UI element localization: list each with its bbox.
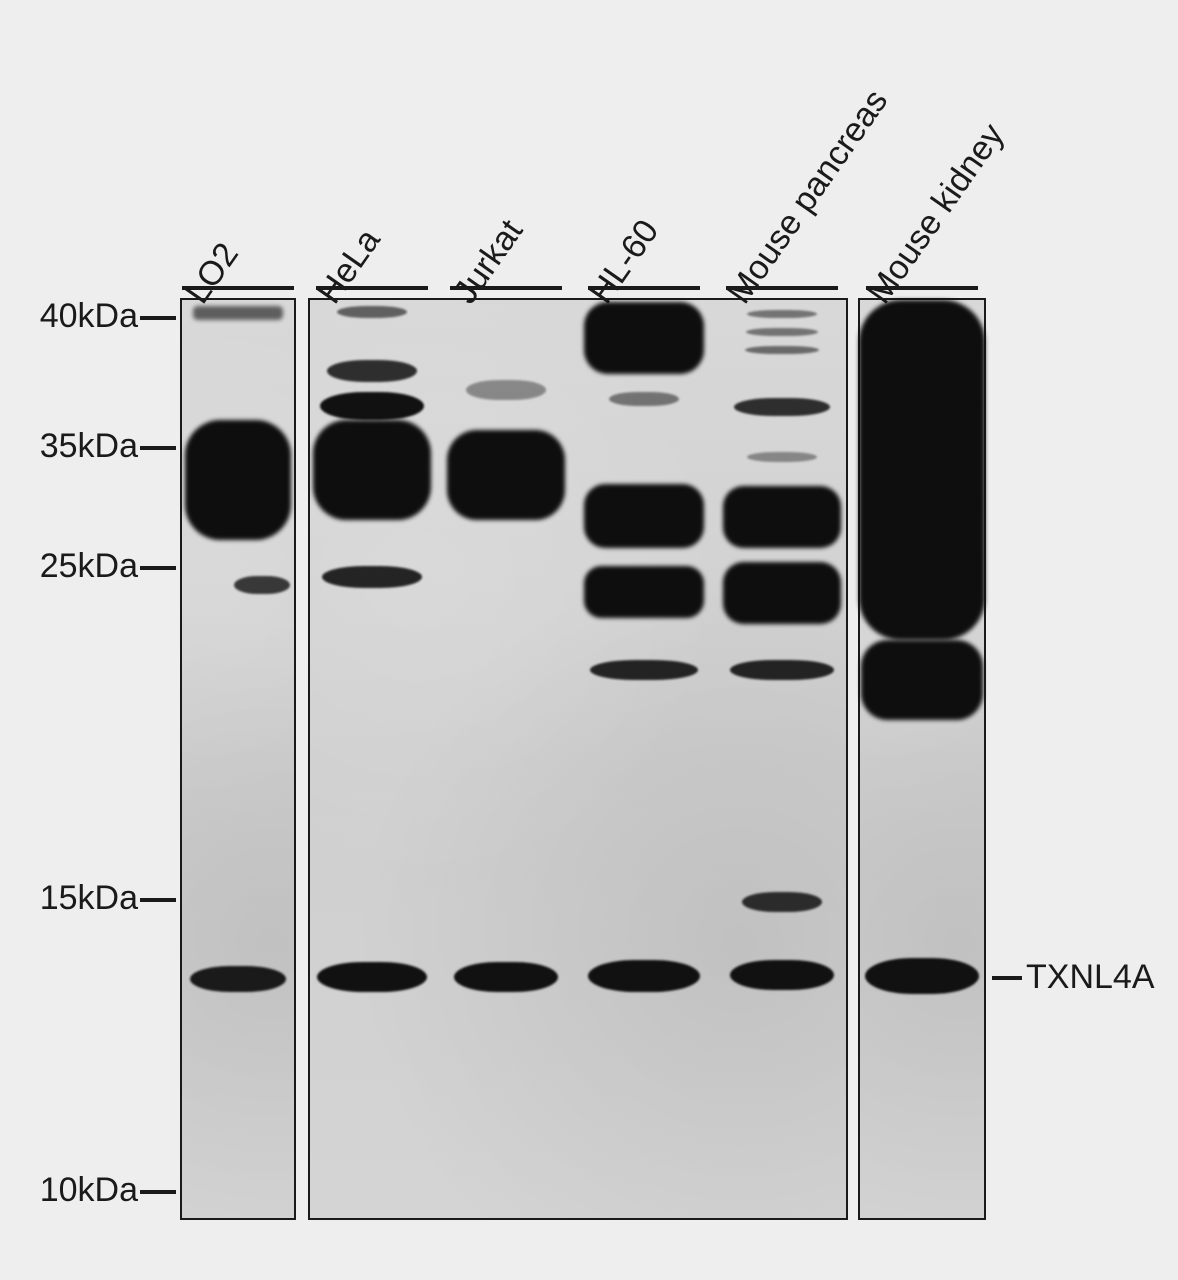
blot-band	[320, 392, 424, 420]
blot-band	[454, 962, 558, 992]
mw-label: 10kDa	[0, 1171, 138, 1210]
lane-underline	[450, 286, 562, 290]
blot-smear	[723, 486, 841, 548]
mw-tick	[140, 566, 176, 570]
mw-label-text: 40kDa	[40, 297, 138, 335]
mw-label-text: 25kDa	[40, 547, 138, 585]
western-blot-figure: LO2HeLaJurkatHL-60Mouse pancreasMouse ki…	[0, 0, 1178, 1280]
blot-band	[466, 380, 546, 400]
blot-band	[609, 392, 679, 406]
mw-label: 40kDa	[0, 297, 138, 336]
blot-smear	[723, 562, 841, 624]
blot-band	[234, 576, 290, 594]
blot-band	[317, 962, 427, 992]
lane-underline	[726, 286, 838, 290]
mw-label: 15kDa	[0, 879, 138, 918]
blot-band	[327, 360, 417, 382]
mw-label: 35kDa	[0, 427, 138, 466]
lane-underline	[866, 286, 978, 290]
mw-tick	[140, 446, 176, 450]
mw-label-text: 15kDa	[40, 879, 138, 917]
blot-band	[590, 660, 698, 680]
mw-tick	[140, 1190, 176, 1194]
lane-label: HL-60	[582, 213, 667, 311]
lane-label-text: Jurkat	[446, 213, 530, 311]
target-label: TXNL4A	[1026, 958, 1155, 997]
lane-underline	[316, 286, 428, 290]
blot-band	[322, 566, 422, 588]
blot-smear	[861, 640, 983, 720]
mw-tick	[140, 898, 176, 902]
blot-band	[746, 328, 818, 336]
lane-label-text: HL-60	[582, 213, 666, 311]
lane-underline	[588, 286, 700, 290]
blot-band	[747, 310, 817, 318]
blot-smear	[584, 566, 704, 618]
lane-label: Jurkat	[446, 213, 531, 311]
blot-band	[190, 966, 286, 992]
mw-label: 25kDa	[0, 547, 138, 586]
blot-smear	[859, 300, 985, 640]
blot-band	[588, 960, 700, 992]
blot-band	[730, 960, 834, 990]
blot-band	[337, 306, 407, 318]
blot-smear	[193, 306, 283, 320]
blot-band	[742, 892, 822, 912]
lane-underline	[182, 286, 294, 290]
target-label-text: TXNL4A	[1026, 958, 1155, 996]
lane-label-text: Mouse kidney	[860, 117, 1011, 311]
lane-label: Mouse kidney	[860, 117, 1012, 311]
blot-smear	[447, 430, 565, 520]
blot-smear	[584, 484, 704, 548]
blot-band	[747, 452, 817, 462]
blot-smear	[313, 420, 431, 520]
blot-band	[745, 346, 819, 354]
mw-label-text: 35kDa	[40, 427, 138, 465]
mw-label-text: 10kDa	[40, 1171, 138, 1209]
mw-tick	[140, 316, 176, 320]
blot-smear	[185, 420, 291, 540]
target-tick	[992, 976, 1022, 980]
blot-band	[865, 958, 979, 994]
blot-band	[730, 660, 834, 680]
blot-smear	[584, 302, 704, 374]
blot-band	[734, 398, 830, 416]
